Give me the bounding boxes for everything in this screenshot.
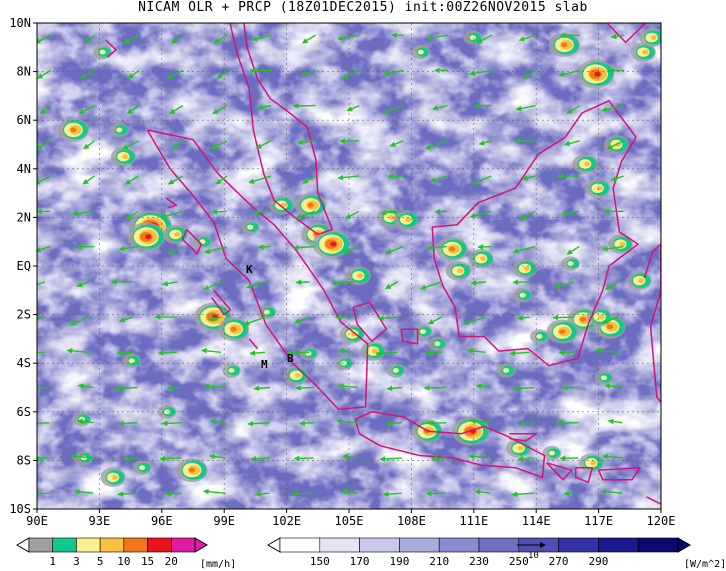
lon-label: 114E [522, 514, 551, 528]
latitude-labels: 10N 8N 6N 4N 2N EQ 2S 4S 6S 8S 10S [9, 16, 31, 516]
figure-title: NICAM OLR + PRCP (18Z01DEC2015) init:00Z… [138, 0, 588, 15]
olr-tick: 190 [389, 555, 409, 568]
lon-label: 117E [584, 514, 613, 528]
lat-label: 4N [17, 162, 31, 176]
lat-label: 2S [17, 308, 31, 322]
reference-vector-label: 10 [528, 551, 539, 561]
lat-label: EQ [17, 259, 31, 273]
olr-tick: 270 [549, 555, 569, 568]
lat-label: 6S [17, 405, 31, 419]
olr-unit: [W/m^2] [684, 559, 726, 570]
lon-label: 102E [272, 514, 301, 528]
olr-tick: 150 [310, 555, 330, 568]
olr-tick: 230 [469, 555, 489, 568]
olr-tick: 250 [509, 555, 529, 568]
lat-label: 8S [17, 453, 31, 467]
lat-label: 10N [9, 16, 31, 30]
lon-label: 120E [647, 514, 676, 528]
lat-label: 8N [17, 65, 31, 79]
city-marker-m: M [261, 358, 268, 371]
lon-label: 111E [459, 514, 488, 528]
precip-unit: [mm/h] [200, 559, 236, 570]
lon-label: 93E [89, 514, 111, 528]
city-markers: K M B [246, 263, 294, 371]
lon-label: 96E [151, 514, 173, 528]
precip-tick: 5 [97, 555, 104, 568]
lat-label: 2N [17, 210, 31, 224]
city-marker-b: B [287, 352, 294, 365]
lat-label: 10S [9, 502, 31, 516]
lat-label: 4S [17, 356, 31, 370]
precip-tick: 1 [49, 555, 56, 568]
city-marker-k: K [246, 263, 253, 276]
wind-vectors [37, 32, 625, 498]
lon-label: 105E [335, 514, 364, 528]
olr-tick: 290 [588, 555, 608, 568]
precip-tick: 15 [141, 555, 154, 568]
lon-label: 99E [213, 514, 235, 528]
lon-label: 108E [397, 514, 426, 528]
precip-tick: 10 [117, 555, 130, 568]
map-frame [36, 22, 662, 510]
reference-wind-vector: 10 [517, 542, 546, 561]
olr-tick: 210 [429, 555, 449, 568]
precip-tick: 20 [165, 555, 178, 568]
olr-colorbar: 150 170 190 210 230 250 270 290 [W/m^2] 10 [267, 537, 726, 570]
precip-tick: 3 [73, 555, 80, 568]
lat-label: 6N [17, 113, 31, 127]
longitude-labels: 90E 93E 96E 99E 102E 105E 108E 111E 114E 117E 120E [26, 514, 675, 528]
precip-colorbar: 1 3 5 10 15 20 [mm/h] [16, 537, 236, 570]
olr-tick: 170 [350, 555, 370, 568]
lon-label: 90E [26, 514, 48, 528]
